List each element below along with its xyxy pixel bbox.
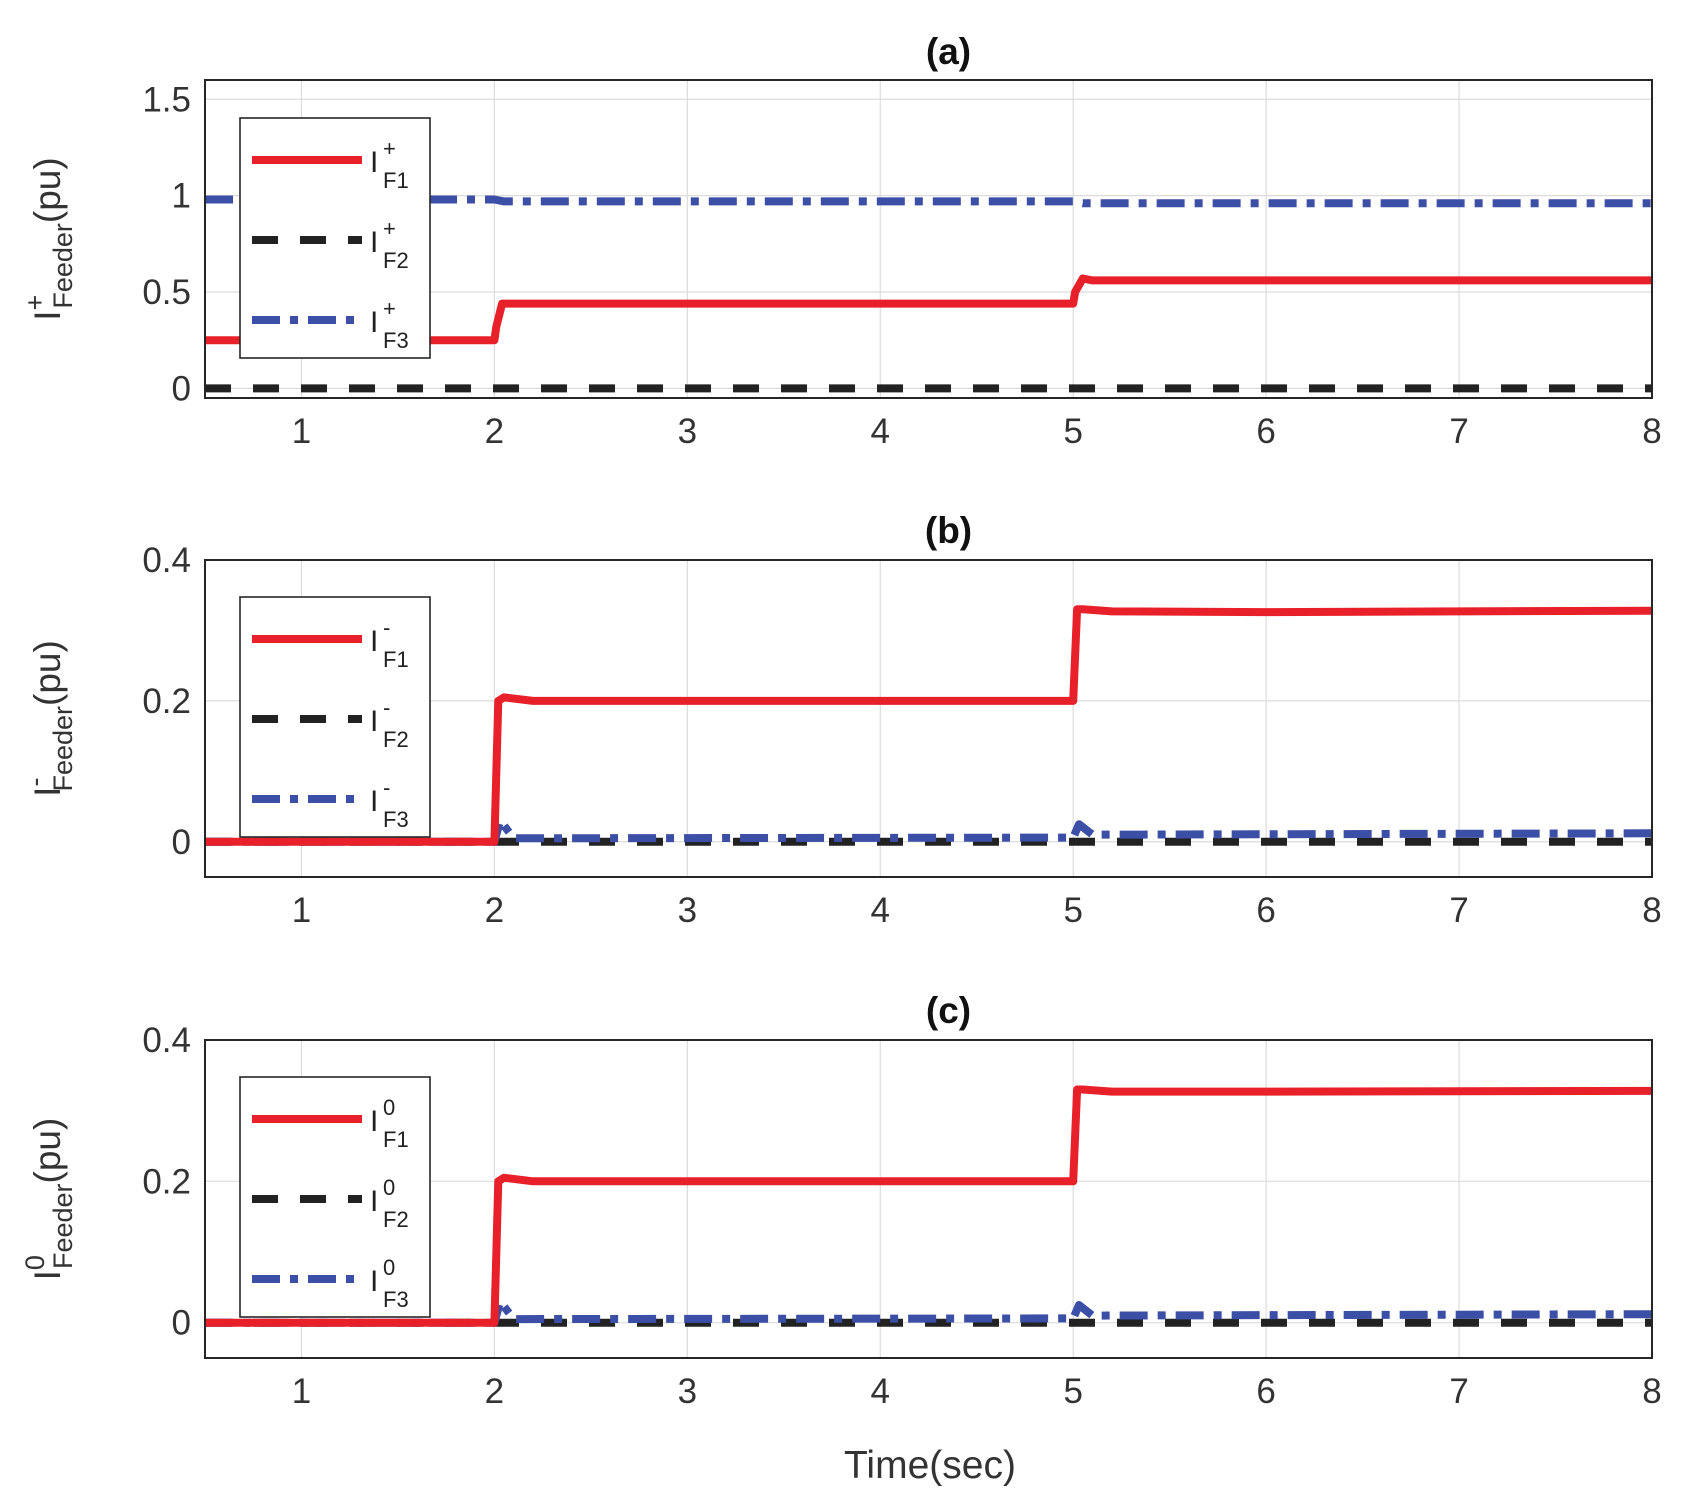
x-tick-label: 8 (1642, 891, 1661, 930)
y-axis-label: I0Feeder(pu) (20, 1118, 78, 1281)
legend-label: I (370, 1105, 378, 1138)
x-tick-label: 7 (1449, 891, 1468, 930)
x-tick-label: 3 (678, 1372, 697, 1411)
legend-label-sup: 0 (383, 1175, 395, 1200)
x-tick-label: 1 (292, 891, 311, 930)
x-tick-label: 1 (292, 1372, 311, 1411)
x-tick-label: 6 (1256, 1372, 1275, 1411)
legend-label: I (370, 705, 378, 738)
y-tick-label: 0.4 (142, 541, 191, 580)
x-tick-label: 2 (485, 1372, 504, 1411)
x-tick-label: 3 (678, 412, 697, 451)
legend-label: I (370, 785, 378, 818)
legend-label-sub: F1 (383, 647, 409, 672)
panel-title: (c) (926, 990, 971, 1031)
legend-label-sup: + (383, 136, 396, 161)
legend-label-sub: F3 (383, 807, 409, 832)
y-tick-label: 0.2 (142, 1162, 191, 1201)
legend-label-sub: F1 (383, 1127, 409, 1152)
y-tick-label: 1.5 (142, 80, 191, 119)
y-axis-label: I-Feeder(pu) (20, 640, 78, 797)
x-tick-label: 2 (485, 412, 504, 451)
x-axis-label: Time(sec) (844, 1444, 1016, 1487)
x-tick-label: 5 (1063, 1372, 1082, 1411)
series-line-f1 (205, 274, 1652, 345)
legend-label-sup: + (383, 296, 396, 321)
y-tick-label: 0.2 (142, 682, 191, 721)
series-line-f1 (205, 605, 1652, 846)
series-line-f3 (205, 195, 1652, 208)
legend-label-sup: - (383, 615, 390, 640)
panel-title: (b) (925, 510, 972, 551)
panel-title: (a) (926, 31, 971, 72)
legend-label-sub: F2 (383, 727, 409, 752)
x-tick-label: 7 (1449, 412, 1468, 451)
x-tick-label: 8 (1642, 1372, 1661, 1411)
x-tick-label: 4 (871, 891, 890, 930)
legend-label: I (370, 226, 378, 259)
legend-label: I (370, 1265, 378, 1298)
x-tick-label: 5 (1063, 412, 1082, 451)
legend-label-sub: F2 (383, 248, 409, 273)
y-tick-label: 0 (172, 369, 191, 408)
legend-label: I (370, 146, 378, 179)
legend-label-sup: - (383, 695, 390, 720)
y-tick-label: 0 (172, 1304, 191, 1343)
legend-label-sup: 0 (383, 1255, 395, 1280)
x-tick-label: 1 (292, 412, 311, 451)
x-tick-label: 8 (1642, 412, 1661, 451)
axis-frame (204, 559, 1653, 878)
x-tick-label: 2 (485, 891, 504, 930)
legend-label: I (370, 306, 378, 339)
legend-label: I (370, 1185, 378, 1218)
legend-label-sub: F3 (383, 1287, 409, 1312)
x-tick-label: 3 (678, 891, 697, 930)
axis-frame (204, 79, 1653, 399)
panel-a: 1 2 3 4 5 6 7 800.511.5(a)I+Feeder(pu) I +F1I +F2I… (20, 31, 1662, 451)
x-tick-label: 6 (1256, 412, 1275, 451)
y-tick-label: 0.5 (142, 273, 191, 312)
legend-label-sup: 0 (383, 1095, 395, 1120)
x-tick-label: 4 (871, 1372, 890, 1411)
axis-frame (204, 1039, 1653, 1359)
y-tick-label: 0 (172, 823, 191, 862)
legend-label: I (370, 625, 378, 658)
series-line-f1 (205, 1085, 1652, 1327)
y-axis-label: I+Feeder(pu) (20, 157, 78, 320)
legend-label-sub: F2 (383, 1207, 409, 1232)
x-tick-label: 4 (871, 412, 890, 451)
y-tick-label: 1 (172, 177, 191, 216)
legend-label-sup: + (383, 216, 396, 241)
legend-label-sup: - (383, 775, 390, 800)
x-tick-label: 5 (1063, 891, 1082, 930)
y-tick-label: 0.4 (142, 1021, 191, 1060)
x-tick-label: 6 (1256, 891, 1275, 930)
plot-area (204, 79, 1653, 399)
legend-label-sub: F3 (383, 328, 409, 353)
legend-label-sub: F1 (383, 168, 409, 193)
panel-b: 1 2 3 4 5 6 7 800.20.4(b)I-Feeder(pu) I -F1I -F2I -… (20, 510, 1662, 930)
x-tick-label: 7 (1449, 1372, 1468, 1411)
